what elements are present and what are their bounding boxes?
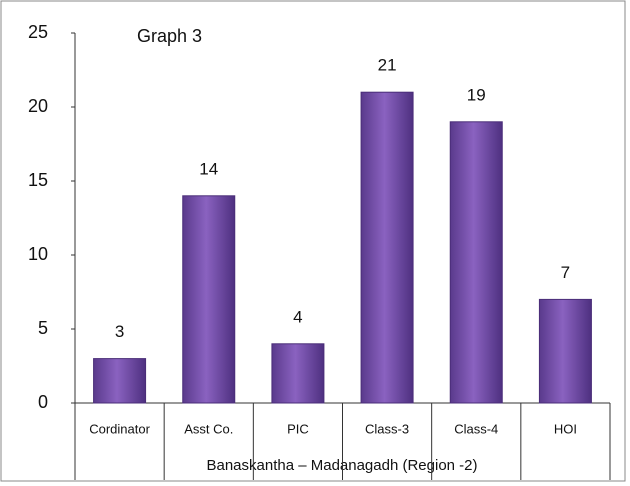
y-tick-label: 25 (28, 22, 48, 42)
x-tick-label: Class-4 (454, 421, 498, 436)
bar (93, 358, 147, 404)
bar (182, 195, 236, 404)
bar (271, 343, 325, 404)
bar (449, 121, 503, 404)
y-tick-label: 5 (38, 318, 48, 338)
bar (360, 91, 414, 404)
bar (538, 298, 592, 404)
x-tick-label: Cordinator (89, 421, 150, 436)
y-tick-label: 15 (28, 170, 48, 190)
y-tick-label: 20 (28, 96, 48, 116)
x-tick-label: HOI (554, 421, 577, 436)
data-label: 14 (199, 159, 218, 178)
chart-title: Graph 3 (137, 26, 202, 46)
data-label: 19 (467, 85, 486, 104)
data-label: 21 (378, 56, 397, 75)
data-label: 3 (115, 322, 124, 341)
x-tick-label: PIC (287, 421, 309, 436)
data-label: 4 (293, 307, 302, 326)
y-tick-label: 10 (28, 244, 48, 264)
x-tick-label: Asst Co. (184, 421, 233, 436)
data-label: 7 (561, 263, 570, 282)
x-tick-label: Class-3 (365, 421, 409, 436)
y-tick-label: 0 (38, 392, 48, 412)
